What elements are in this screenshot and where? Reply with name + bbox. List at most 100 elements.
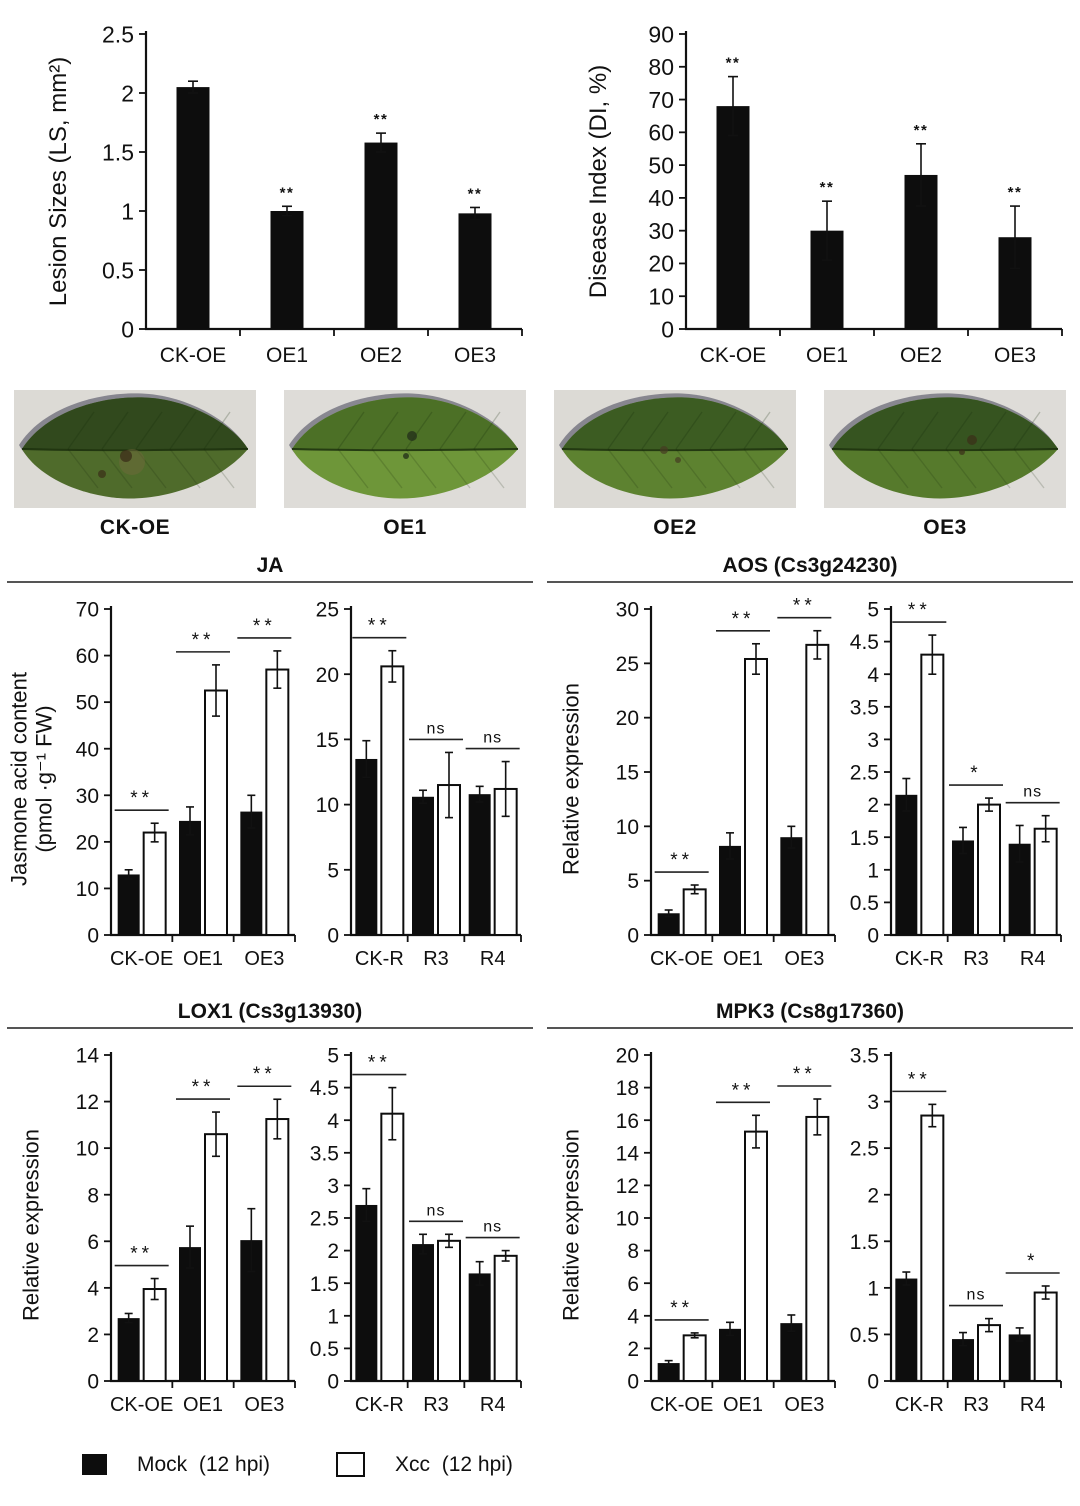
svg-text:10: 10 bbox=[648, 284, 674, 310]
svg-text:R4: R4 bbox=[1020, 948, 1046, 970]
svg-text:90: 90 bbox=[648, 21, 674, 47]
top-charts-row: 0 0.5 1 1.5 2 2.5 CK-OE ** OE1 ** OE2 ** OE3 Lesion S… bbox=[0, 0, 1080, 384]
leaf-photos-row: CK-OE OE1 OE2 OE3 bbox=[0, 390, 1080, 540]
svg-text:30: 30 bbox=[76, 785, 99, 808]
svg-text:OE1: OE1 bbox=[266, 344, 308, 367]
svg-text:**: ** bbox=[468, 185, 483, 202]
ja-oe-chart: 0 10 20 30 40 50 60 70 ** CK-OE ** OE1 ** OE3 bbox=[61, 587, 303, 992]
svg-text:ns: ns bbox=[427, 720, 446, 737]
svg-text:2: 2 bbox=[867, 794, 879, 817]
leaf-image bbox=[824, 390, 1066, 508]
svg-text:1: 1 bbox=[867, 859, 879, 882]
leaf-photo-oe1: OE1 bbox=[270, 390, 540, 540]
leaf-label: CK-OE bbox=[99, 516, 171, 539]
svg-text:3: 3 bbox=[867, 729, 879, 752]
svg-text:0.5: 0.5 bbox=[850, 1324, 879, 1347]
svg-text:40: 40 bbox=[76, 738, 99, 761]
svg-text:70: 70 bbox=[76, 599, 99, 622]
svg-text:CK-OE: CK-OE bbox=[110, 1394, 173, 1416]
svg-text:10: 10 bbox=[616, 1208, 639, 1231]
y-axis-label: Jasmone acid content (pmol ·g⁻¹ FW) bbox=[6, 671, 56, 887]
svg-text:**: ** bbox=[1008, 184, 1023, 201]
legend-entry-mock: Mock (12 hpi) bbox=[82, 1453, 270, 1477]
svg-text:**: ** bbox=[820, 179, 835, 196]
leaf-photo-oe3: OE3 bbox=[810, 390, 1080, 540]
xcc-swatch-icon bbox=[336, 1452, 366, 1477]
svg-text:**: ** bbox=[793, 1064, 816, 1085]
svg-text:80: 80 bbox=[648, 54, 674, 80]
svg-text:25: 25 bbox=[316, 599, 339, 622]
svg-text:20: 20 bbox=[316, 664, 339, 687]
svg-text:OE3: OE3 bbox=[784, 1394, 824, 1416]
svg-text:1.5: 1.5 bbox=[850, 1231, 879, 1254]
svg-text:2: 2 bbox=[327, 1240, 339, 1263]
svg-text:20: 20 bbox=[648, 251, 674, 277]
svg-text:R3: R3 bbox=[963, 948, 989, 970]
svg-text:4: 4 bbox=[867, 664, 879, 687]
svg-text:OE3: OE3 bbox=[454, 344, 496, 367]
svg-text:*: * bbox=[970, 763, 981, 784]
svg-text:1: 1 bbox=[867, 1277, 879, 1300]
svg-text:2.5: 2.5 bbox=[102, 21, 134, 47]
legend-label-mock: Mock (12 hpi) bbox=[137, 1452, 271, 1476]
svg-text:25: 25 bbox=[616, 653, 639, 676]
svg-text:R3: R3 bbox=[423, 948, 449, 970]
aos-r-chart: 0 0.5 1 1.5 2 2.5 3 3.5 4 4.5 5 ** CK-R * R3 ns R4 bbox=[843, 587, 1071, 992]
svg-text:OE3: OE3 bbox=[244, 1394, 284, 1416]
svg-text:3.5: 3.5 bbox=[310, 1142, 339, 1165]
svg-text:**: ** bbox=[670, 1298, 693, 1319]
svg-text:OE3: OE3 bbox=[784, 948, 824, 970]
svg-text:0: 0 bbox=[327, 925, 339, 948]
svg-text:R4: R4 bbox=[480, 948, 506, 970]
svg-text:5: 5 bbox=[627, 870, 639, 893]
svg-text:1: 1 bbox=[121, 198, 134, 224]
panel-header: MPK3 (Cs8g17360) bbox=[547, 1000, 1073, 1029]
svg-text:0.5: 0.5 bbox=[102, 257, 134, 283]
svg-text:20: 20 bbox=[616, 707, 639, 730]
svg-text:OE1: OE1 bbox=[806, 344, 848, 367]
svg-text:1.5: 1.5 bbox=[850, 827, 879, 850]
svg-text:60: 60 bbox=[76, 645, 99, 668]
svg-text:OE1: OE1 bbox=[723, 1394, 763, 1416]
svg-text:70: 70 bbox=[648, 87, 674, 113]
svg-text:CK-OE: CK-OE bbox=[160, 344, 227, 367]
svg-text:3: 3 bbox=[327, 1175, 339, 1198]
svg-text:**: ** bbox=[192, 630, 215, 651]
svg-text:1.5: 1.5 bbox=[102, 139, 134, 165]
svg-text:0.5: 0.5 bbox=[310, 1338, 339, 1361]
svg-text:CK-OE: CK-OE bbox=[700, 344, 767, 367]
lox1-r-chart: 0 0.5 1 1.5 2 2.5 3 3.5 4 4.5 5 ** CK-R ns R3 ns R4 bbox=[303, 1033, 531, 1438]
svg-text:ns: ns bbox=[427, 1202, 446, 1219]
lox1-oe-chart: 0 2 4 6 8 10 12 14 ** CK-OE ** OE1 ** OE3 bbox=[61, 1033, 303, 1438]
svg-text:0: 0 bbox=[867, 925, 879, 948]
svg-text:Lesion Sizes (LS, mm²): Lesion Sizes (LS, mm²) bbox=[45, 57, 72, 306]
svg-text:14: 14 bbox=[76, 1045, 100, 1068]
svg-text:15: 15 bbox=[316, 729, 339, 752]
svg-text:OE1: OE1 bbox=[183, 948, 223, 970]
panel-mpk3: MPK3 (Cs8g17360) Relative expression 0 2 4… bbox=[540, 1000, 1080, 1438]
svg-text:2.5: 2.5 bbox=[310, 1208, 339, 1231]
svg-text:6: 6 bbox=[87, 1231, 99, 1254]
svg-text:20: 20 bbox=[76, 831, 99, 854]
svg-text:**: ** bbox=[192, 1077, 215, 1098]
svg-text:30: 30 bbox=[648, 218, 674, 244]
svg-text:18: 18 bbox=[616, 1077, 639, 1100]
svg-text:**: ** bbox=[130, 788, 153, 809]
svg-text:**: ** bbox=[670, 850, 693, 871]
svg-text:CK-R: CK-R bbox=[355, 1394, 404, 1416]
svg-text:4: 4 bbox=[87, 1277, 99, 1300]
svg-text:10: 10 bbox=[76, 1138, 99, 1161]
ja-r-chart: 0 5 10 15 20 25 ** CK-R ns R3 ns R4 bbox=[303, 587, 531, 992]
aos-oe-chart: 0 5 10 15 20 25 30 ** CK-OE ** OE1 ** OE3 bbox=[601, 587, 843, 992]
panel-header: JA bbox=[7, 554, 533, 583]
svg-text:30: 30 bbox=[616, 599, 639, 622]
svg-text:**: ** bbox=[253, 616, 276, 637]
svg-text:**: ** bbox=[130, 1244, 153, 1265]
svg-text:2: 2 bbox=[87, 1324, 99, 1347]
svg-text:50: 50 bbox=[76, 692, 99, 715]
legend-label-xcc: Xcc (12 hpi) bbox=[395, 1452, 513, 1476]
svg-text:CK-R: CK-R bbox=[355, 948, 404, 970]
svg-text:ns: ns bbox=[483, 730, 502, 747]
svg-text:ns: ns bbox=[967, 1287, 986, 1304]
